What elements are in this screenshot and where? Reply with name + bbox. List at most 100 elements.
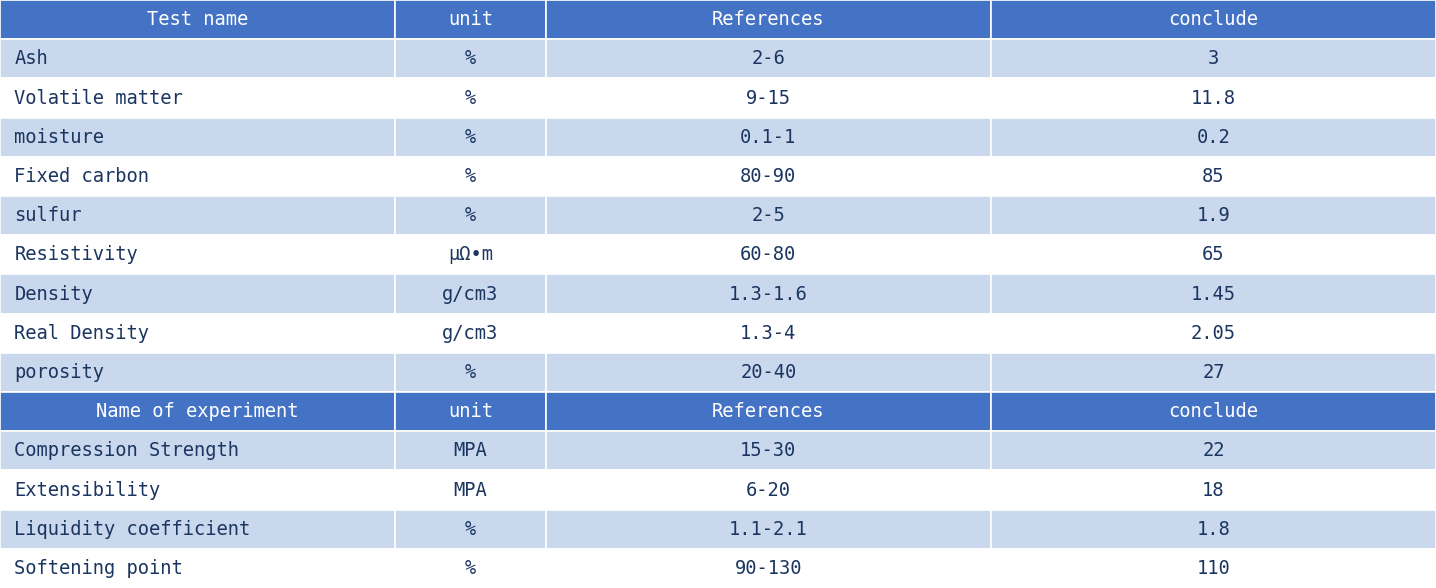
Text: 9-15: 9-15 [745,89,791,108]
Text: 90-130: 90-130 [734,559,803,578]
Bar [0,470,395,510]
Text: %: % [465,89,475,108]
Text: Liquidity coefficient: Liquidity coefficient [14,520,251,539]
Text: %: % [465,559,475,578]
Bar [991,313,1436,353]
Text: 22: 22 [1202,442,1225,460]
Bar [395,353,546,392]
Bar [395,549,546,588]
Bar [546,392,991,431]
Text: Ash: Ash [14,49,49,68]
Text: 110: 110 [1196,559,1231,578]
Bar [991,392,1436,431]
Bar [395,78,546,118]
Bar [546,313,991,353]
Text: 0.1-1: 0.1-1 [740,128,797,146]
Text: 3: 3 [1208,49,1219,68]
Bar [991,118,1436,157]
Bar [991,196,1436,235]
Bar [546,0,991,39]
Text: %: % [465,128,475,146]
Bar [991,235,1436,275]
Bar [546,510,991,549]
Text: moisture: moisture [14,128,105,146]
Text: MPA: MPA [454,442,487,460]
Text: Compression Strength: Compression Strength [14,442,240,460]
Bar [991,549,1436,588]
Bar [546,549,991,588]
Text: %: % [465,520,475,539]
Text: g/cm3: g/cm3 [442,285,498,303]
Text: 65: 65 [1202,245,1225,264]
Bar [546,353,991,392]
Text: Density: Density [14,285,93,303]
Text: conclude: conclude [1169,10,1258,29]
Bar [546,78,991,118]
Bar [546,39,991,78]
Text: g/cm3: g/cm3 [442,324,498,343]
Text: 1.9: 1.9 [1196,206,1231,225]
Bar [0,0,395,39]
Bar [546,118,991,157]
Bar [395,39,546,78]
Text: %: % [465,363,475,382]
Bar [0,431,395,470]
Bar [546,431,991,470]
Text: porosity: porosity [14,363,105,382]
Bar [0,78,395,118]
Text: Real Density: Real Density [14,324,149,343]
Bar [546,470,991,510]
Text: MPA: MPA [454,480,487,499]
Bar [991,275,1436,313]
Bar [991,157,1436,196]
Bar [0,196,395,235]
Text: 1.1-2.1: 1.1-2.1 [729,520,807,539]
Bar [0,510,395,549]
Bar [395,275,546,313]
Bar [0,118,395,157]
Text: 18: 18 [1202,480,1225,499]
Bar [395,313,546,353]
Text: %: % [465,167,475,186]
Bar [395,0,546,39]
Text: 2-6: 2-6 [751,49,785,68]
Text: Name of experiment: Name of experiment [96,402,299,421]
Text: 15-30: 15-30 [740,442,797,460]
Bar [0,235,395,275]
Bar [991,470,1436,510]
Bar [395,510,546,549]
Text: 27: 27 [1202,363,1225,382]
Text: %: % [465,206,475,225]
Bar [395,392,546,431]
Bar [991,78,1436,118]
Text: %: % [465,49,475,68]
Bar [395,118,546,157]
Text: Fixed carbon: Fixed carbon [14,167,149,186]
Bar [546,235,991,275]
Text: 80-90: 80-90 [740,167,797,186]
Text: 1.45: 1.45 [1190,285,1236,303]
Text: 1.3-4: 1.3-4 [740,324,797,343]
Bar [991,510,1436,549]
Bar [0,392,395,431]
Text: References: References [712,402,824,421]
Bar [0,39,395,78]
Bar [546,196,991,235]
Bar [0,157,395,196]
Text: 11.8: 11.8 [1190,89,1236,108]
Text: 1.8: 1.8 [1196,520,1231,539]
Text: unit: unit [448,402,493,421]
Bar [395,470,546,510]
Text: sulfur: sulfur [14,206,82,225]
Bar [395,235,546,275]
Bar [991,431,1436,470]
Text: μΩ•m: μΩ•m [448,245,493,264]
Text: 2.05: 2.05 [1190,324,1236,343]
Text: Resistivity: Resistivity [14,245,138,264]
Bar [991,353,1436,392]
Text: unit: unit [448,10,493,29]
Text: Test name: Test name [146,10,248,29]
Text: 6-20: 6-20 [745,480,791,499]
Bar [0,353,395,392]
Bar [395,157,546,196]
